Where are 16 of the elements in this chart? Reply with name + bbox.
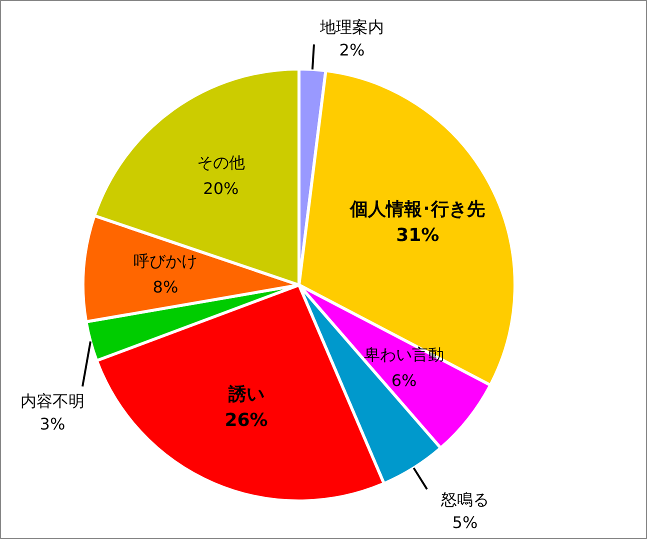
data-label: 6% <box>391 371 417 390</box>
data-label: 5% <box>452 513 478 532</box>
data-label: 2% <box>339 40 365 60</box>
slice-label: 地理案内 <box>318 17 384 36</box>
slice-label: 誘い <box>227 384 264 406</box>
data-label: 31% <box>396 224 440 246</box>
slice-label: 呼びかけ <box>133 252 198 271</box>
data-label: 8% <box>152 278 178 297</box>
slice-label: 内容不明 <box>20 391 85 410</box>
data-label: 3% <box>40 414 66 434</box>
slice-label: その他 <box>196 153 245 172</box>
slice-label: 卑わい言動 <box>364 345 444 364</box>
data-label: 26% <box>224 410 268 432</box>
slice-label: 怒鳴る <box>440 490 489 510</box>
data-label: 20% <box>203 179 239 198</box>
slice-label: 個人情報･行き先 <box>349 198 486 220</box>
